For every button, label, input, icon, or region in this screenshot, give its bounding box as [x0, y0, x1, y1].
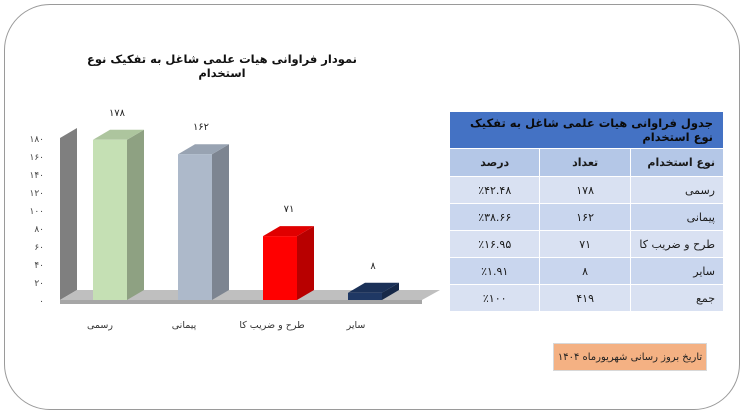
cell-count: ۷۱ — [539, 230, 631, 258]
bar-top — [93, 129, 144, 140]
y-tick-label: ۲۰ — [34, 279, 44, 289]
chart-floor — [60, 290, 440, 300]
bar-side — [212, 144, 229, 300]
table-row: سایر ۸ ٪۱.۹۱ — [448, 257, 725, 285]
chart-back-wall — [60, 128, 77, 300]
bar — [348, 292, 382, 300]
cell-percent: ٪۱.۹۱ — [448, 257, 541, 285]
data-label: ۸ — [370, 261, 376, 272]
bar-top — [178, 144, 229, 155]
bar — [93, 139, 127, 300]
x-tick-label: رسمی — [87, 320, 113, 331]
data-label: ۱۶۲ — [193, 122, 209, 133]
cell-count: ۱۷۸ — [539, 176, 631, 204]
bar-top — [263, 226, 314, 237]
bar-side — [382, 282, 399, 300]
y-tick-label: ۶۰ — [34, 243, 44, 253]
chart-title: نمودار فراوانی هیات علمی شاغل به تفکیک ن… — [86, 52, 357, 80]
y-tick-label: ۱۸۰ — [29, 135, 44, 145]
cell-percent: ٪۳۸.۶۶ — [448, 203, 541, 231]
cell-percent: ٪۱۰۰ — [448, 284, 541, 312]
bar-top — [348, 282, 399, 293]
table-title: جدول فراوانی هیات علمی شاغل به تفکیک نوع… — [449, 111, 724, 149]
cell-type: سایر — [629, 257, 725, 285]
header-percent: درصد — [448, 148, 541, 177]
table-container: جدول فراوانی هیات علمی شاغل به تفکیک نوع… — [448, 111, 725, 312]
y-tick-label: ۸۰ — [34, 225, 44, 235]
bar — [178, 154, 212, 300]
data-label: ۷۱ — [284, 204, 295, 215]
data-label: ۱۷۸ — [109, 108, 126, 119]
cell-percent: ٪۱۶.۹۵ — [448, 230, 541, 258]
chart-floor-edge — [60, 300, 422, 304]
cell-count: ۱۶۲ — [539, 203, 631, 231]
data-table: جدول فراوانی هیات علمی شاغل به تفکیک نوع… — [448, 111, 725, 312]
bar — [263, 236, 297, 300]
cell-type: پیمانی — [629, 203, 725, 231]
table-row: پیمانی ۱۶۲ ٪۳۸.۶۶ — [448, 203, 725, 231]
y-tick-label: ۱۴۰ — [29, 171, 44, 181]
y-tick-label: ۴۰ — [34, 261, 44, 271]
cell-type: جمع — [629, 284, 725, 312]
header-count: تعداد — [539, 148, 631, 177]
y-tick-label: ۱۶۰ — [29, 153, 44, 163]
table-row: طرح و ضریب کا ۷۱ ٪۱۶.۹۵ — [448, 230, 725, 258]
y-tick-label: ۰ — [39, 297, 44, 307]
bar-side — [297, 226, 314, 300]
cell-count: ۸ — [539, 257, 631, 285]
table-row-total: جمع ۴۱۹ ٪۱۰۰ — [448, 284, 725, 312]
cell-type: رسمی — [629, 176, 725, 204]
table-row: رسمی ۱۷۸ ٪۴۲.۴۸ — [448, 176, 725, 204]
update-date-note: تاریخ بروز رسانی شهریورماه ۱۴۰۴ — [553, 343, 707, 371]
cell-percent: ٪۴۲.۴۸ — [448, 176, 541, 204]
y-tick-label: ۱۰۰ — [29, 207, 44, 217]
x-tick-label: طرح و ضریب کا — [239, 320, 304, 331]
header-type: نوع استخدام — [629, 148, 725, 177]
cell-type: طرح و ضریب کا — [629, 230, 725, 258]
y-tick-label: ۱۲۰ — [29, 189, 44, 199]
cell-count: ۴۱۹ — [539, 284, 631, 312]
x-tick-label: سایر — [346, 320, 366, 331]
bar-side — [127, 129, 144, 300]
x-tick-label: پیمانی — [172, 320, 197, 331]
